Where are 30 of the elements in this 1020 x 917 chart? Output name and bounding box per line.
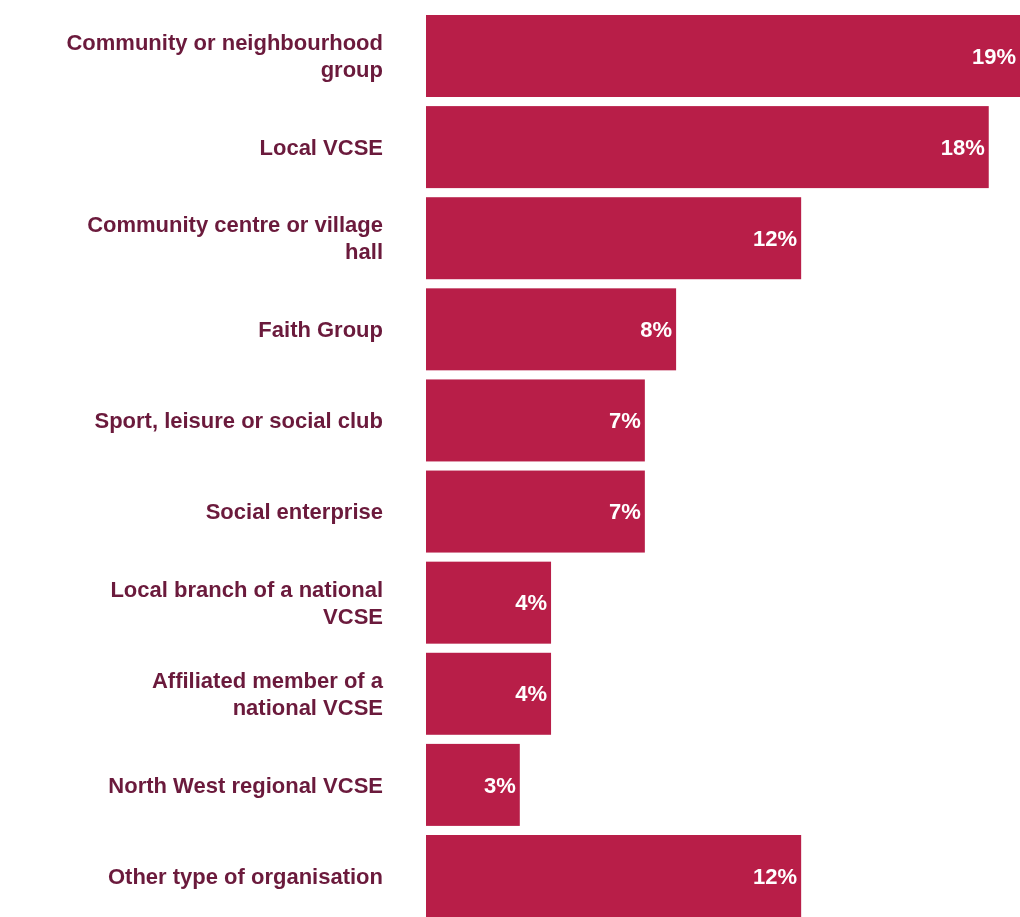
y-tick-label: Local VCSE bbox=[259, 134, 383, 160]
y-tick-label: Community centre or village hall bbox=[87, 212, 383, 265]
y-tick-label: Other type of organisation bbox=[107, 863, 383, 889]
data-label: 3% bbox=[483, 772, 516, 798]
bar bbox=[426, 197, 802, 280]
bar bbox=[426, 743, 520, 826]
bar bbox=[426, 835, 802, 917]
bar bbox=[426, 561, 552, 644]
data-label: 4% bbox=[515, 681, 548, 707]
data-label: 12% bbox=[753, 225, 798, 251]
y-tick-label: Community or neighbourhood group bbox=[66, 30, 383, 83]
data-label: 4% bbox=[515, 590, 548, 616]
data-label: 7% bbox=[609, 408, 641, 434]
data-label: 18% bbox=[940, 134, 985, 160]
y-tick-label: Social enterprise bbox=[205, 499, 383, 525]
bar bbox=[426, 652, 552, 735]
bar bbox=[426, 470, 645, 553]
y-tick-label: Sport, leisure or social club bbox=[94, 408, 383, 434]
data-label: 7% bbox=[609, 499, 641, 525]
bar bbox=[426, 15, 1020, 97]
y-tick-label: Faith Group bbox=[258, 317, 383, 343]
data-label: 12% bbox=[753, 863, 798, 889]
data-label: 19% bbox=[971, 43, 1016, 69]
y-tick-label: Local branch of a national VCSE bbox=[110, 576, 383, 629]
y-tick-label: Affiliated member of a national VCSE bbox=[151, 667, 384, 720]
y-tick-label: North West regional VCSE bbox=[108, 772, 383, 798]
bar bbox=[426, 106, 989, 189]
bar bbox=[426, 379, 645, 462]
data-label: 8% bbox=[640, 317, 673, 343]
bar bbox=[426, 288, 677, 371]
